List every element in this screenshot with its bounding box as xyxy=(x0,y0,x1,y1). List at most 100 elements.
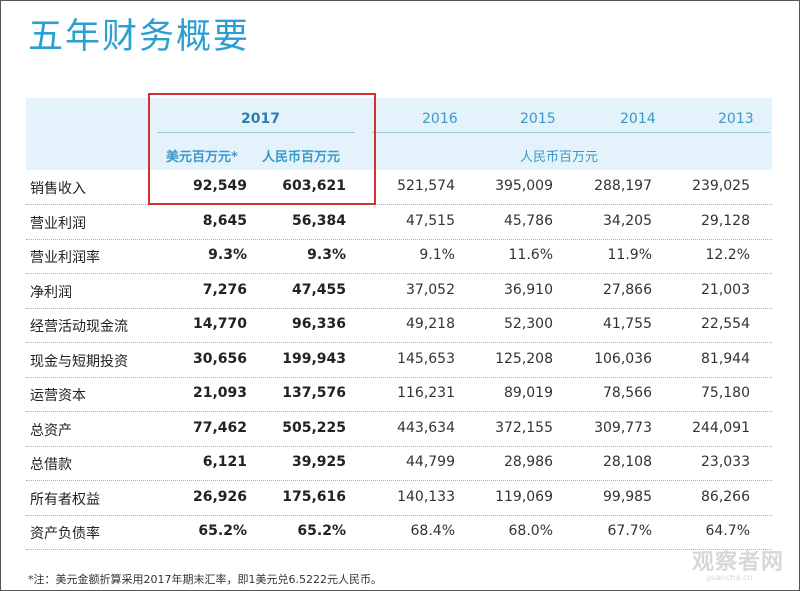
table-cell: 65.2% xyxy=(297,523,346,539)
table-cell: 505,225 xyxy=(282,419,346,436)
row-divider xyxy=(26,411,772,412)
table-cell: 21,003 xyxy=(701,281,750,298)
header-divider-other xyxy=(372,132,770,133)
table-cell: 125,208 xyxy=(495,350,553,367)
footnote: *注：美元金额折算采用2017年期末汇率，即1美元兑6.5222元人民币。 xyxy=(28,573,382,586)
row-divider xyxy=(26,514,772,516)
table-cell: 56,384 xyxy=(291,212,346,229)
row-divider xyxy=(26,204,772,205)
table-cell: 521,574 xyxy=(397,178,455,194)
table-cell: 68.4% xyxy=(410,523,455,539)
table-row: 总借款 6,121 39,925 44,799 28,986 28,108 23,033 xyxy=(0,446,800,481)
row-divider xyxy=(26,238,772,240)
table-cell: 8,645 xyxy=(202,212,247,229)
table-row: 资产负债率 65.2% 65.2% 68.4% 68.0% 67.7% 64.7% xyxy=(0,515,800,550)
row-divider xyxy=(26,445,772,447)
watermark-url: guancha.cn xyxy=(706,573,753,582)
row-label: 营业利润率 xyxy=(30,250,100,266)
table-cell: 64.7% xyxy=(705,523,750,539)
row-divider xyxy=(26,480,772,481)
row-divider xyxy=(26,549,772,550)
row-label: 总借款 xyxy=(30,457,72,473)
page-title: 五年财务概要 xyxy=(28,17,251,57)
table-row: 总资产 77,462 505,225 443,634 372,155 309,773 244… xyxy=(0,412,800,447)
table-cell: 92,549 xyxy=(192,178,247,194)
table-cell: 199,943 xyxy=(282,350,346,367)
table-cell: 52,300 xyxy=(504,316,553,332)
table-cell: 89,019 xyxy=(504,385,553,401)
year-header-2014: 2014 xyxy=(620,111,656,127)
table-cell: 22,554 xyxy=(701,316,750,332)
row-label: 所有者权益 xyxy=(30,491,100,508)
table-cell: 9.1% xyxy=(419,247,455,263)
table-cell: 30,656 xyxy=(192,350,247,367)
table-cell: 145,653 xyxy=(397,350,455,367)
row-divider xyxy=(26,342,772,343)
table-cell: 7,276 xyxy=(202,281,247,298)
row-label: 净利润 xyxy=(30,284,72,301)
table-cell: 47,455 xyxy=(291,281,346,298)
unit-usd-header: 美元百万元* xyxy=(166,150,238,165)
year-header-2016: 2016 xyxy=(422,111,458,127)
row-label: 总资产 xyxy=(30,422,72,439)
table-cell: 41,755 xyxy=(603,316,652,332)
table-cell: 47,515 xyxy=(406,212,455,229)
table-cell: 67.7% xyxy=(607,523,652,539)
watermark-logo: 观察者网 xyxy=(692,550,785,575)
row-divider xyxy=(26,273,772,274)
table-row: 经营活动现金流 14,770 96,336 49,218 52,300 41,755 22,… xyxy=(0,308,800,343)
unit-rmb-header-other: 人民币百万元 xyxy=(520,150,599,165)
table-row: 运营资本 21,093 137,576 116,231 89,019 78,566 75,1… xyxy=(0,377,800,412)
highlight-box-2017 xyxy=(148,93,376,205)
header-divider-2017 xyxy=(157,132,355,133)
row-divider xyxy=(26,307,772,309)
table-cell: 49,218 xyxy=(406,316,455,332)
table-cell: 137,576 xyxy=(282,385,346,401)
table-cell: 288,197 xyxy=(594,178,652,194)
year-header-2017: 2017 xyxy=(241,111,280,127)
row-label: 营业利润 xyxy=(30,215,86,232)
table-cell: 11.9% xyxy=(607,247,652,263)
table-cell: 116,231 xyxy=(397,385,455,401)
table-cell: 9.3% xyxy=(307,247,346,263)
table-cell: 99,985 xyxy=(603,488,652,505)
year-header-2013: 2013 xyxy=(718,111,754,127)
table-row: 营业利润率 9.3% 9.3% 9.1% 11.6% 11.9% 12.2% xyxy=(0,239,800,274)
table-cell: 26,926 xyxy=(192,488,247,505)
table-cell: 65.2% xyxy=(198,523,247,539)
table-cell: 106,036 xyxy=(594,350,652,367)
row-label: 经营活动现金流 xyxy=(30,319,128,335)
row-divider xyxy=(26,376,772,378)
table-cell: 39,925 xyxy=(291,454,346,470)
row-label: 销售收入 xyxy=(30,181,86,197)
table-cell: 28,108 xyxy=(603,454,652,470)
table-cell: 395,009 xyxy=(495,178,553,194)
table-cell: 119,069 xyxy=(495,488,553,505)
table-header-band xyxy=(26,98,772,170)
table-cell: 44,799 xyxy=(406,454,455,470)
table-cell: 68.0% xyxy=(508,523,553,539)
table-cell: 77,462 xyxy=(192,419,247,436)
row-label: 资产负债率 xyxy=(30,526,100,542)
table-cell: 36,910 xyxy=(504,281,553,298)
table-row: 净利润 7,276 47,455 37,052 36,910 27,866 21,003 xyxy=(0,274,800,309)
unit-rmb-header-2017: 人民币百万元 xyxy=(262,150,341,165)
table-cell: 140,133 xyxy=(397,488,455,505)
table-row: 销售收入 92,549 603,621 521,574 395,009 288,197 23… xyxy=(0,170,800,205)
table-cell: 175,616 xyxy=(282,488,346,505)
table-cell: 28,986 xyxy=(504,454,553,470)
row-label: 现金与短期投资 xyxy=(30,353,128,370)
table-cell: 27,866 xyxy=(603,281,652,298)
table-cell: 9.3% xyxy=(208,247,247,263)
table-cell: 21,093 xyxy=(192,385,247,401)
table-cell: 244,091 xyxy=(692,419,750,436)
table-row: 所有者权益 26,926 175,616 140,133 119,069 99,985 86… xyxy=(0,481,800,516)
table-cell: 34,205 xyxy=(603,212,652,229)
table-cell: 45,786 xyxy=(504,212,553,229)
table-cell: 443,634 xyxy=(397,419,455,436)
table-cell: 29,128 xyxy=(701,212,750,229)
table-cell: 239,025 xyxy=(692,178,750,194)
table-cell: 11.6% xyxy=(508,247,553,263)
table-cell: 12.2% xyxy=(705,247,750,263)
table-row: 现金与短期投资 30,656 199,943 145,653 125,208 106,03… xyxy=(0,343,800,378)
